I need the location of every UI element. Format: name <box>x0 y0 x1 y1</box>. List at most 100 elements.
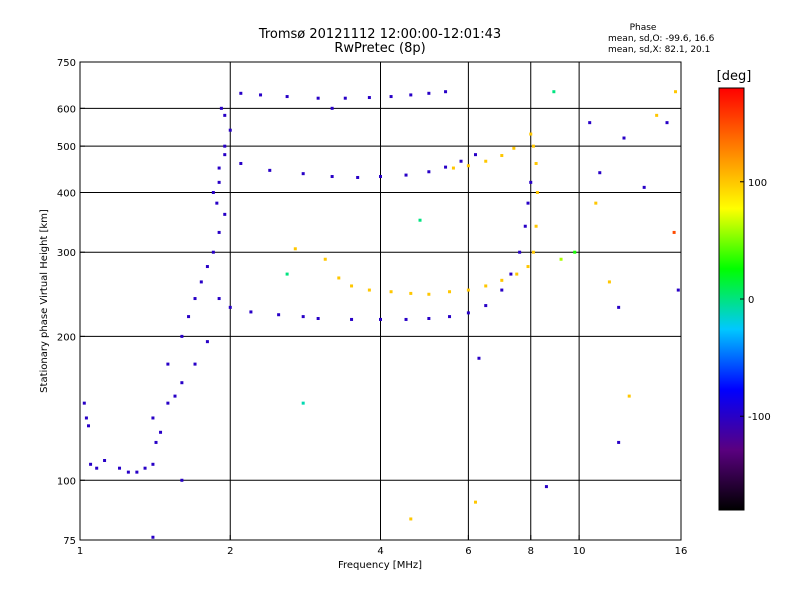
data-point <box>477 356 481 360</box>
data-point <box>404 317 408 321</box>
data-point <box>409 291 413 295</box>
data-point <box>193 297 197 301</box>
data-point <box>531 144 535 148</box>
data-point <box>500 278 504 282</box>
x-tick-label: 2 <box>227 546 233 557</box>
colorbar-unit-label: [deg] <box>716 69 752 84</box>
y-tick-label: 600 <box>57 104 76 115</box>
y-tick-label: 100 <box>57 476 76 487</box>
data-point <box>642 185 646 189</box>
data-point <box>180 381 184 385</box>
data-point <box>674 90 678 94</box>
data-point <box>95 466 99 470</box>
data-point <box>518 250 522 254</box>
data-point <box>529 180 533 184</box>
data-point <box>228 305 232 309</box>
y-tick-label: 400 <box>57 188 76 199</box>
colorbar-ticks: 100 0 -100 <box>740 178 771 423</box>
data-point <box>598 171 602 175</box>
data-point <box>448 290 452 294</box>
data-point <box>356 175 360 179</box>
data-point <box>427 316 431 320</box>
data-point <box>594 201 598 205</box>
data-point <box>559 257 563 261</box>
y-tick-label: 200 <box>57 332 76 343</box>
data-point <box>534 224 538 228</box>
data-point <box>151 535 155 539</box>
data-point <box>523 224 527 228</box>
data-point <box>607 280 611 284</box>
data-point <box>316 316 320 320</box>
data-point <box>473 500 477 504</box>
data-point <box>159 430 163 434</box>
data-point <box>409 517 413 521</box>
data-point <box>217 297 221 301</box>
data-point <box>166 401 170 405</box>
data-point <box>223 144 227 148</box>
y-axis-label: Stationary phase Virtual Height [km] <box>39 209 50 393</box>
phase-title: Phase <box>629 23 657 33</box>
data-point <box>151 416 155 420</box>
data-point <box>330 106 334 110</box>
data-point <box>427 292 431 296</box>
data-point <box>389 290 393 294</box>
phase-o-stats: mean, sd,O: -99.6, 16.6 <box>608 34 715 44</box>
data-point <box>301 315 305 319</box>
data-point <box>627 394 631 398</box>
data-point <box>484 159 488 163</box>
data-point <box>143 466 147 470</box>
data-point <box>89 462 93 466</box>
data-point <box>367 288 371 292</box>
x-tick-label: 1 <box>77 546 83 557</box>
data-point <box>215 201 219 205</box>
data-point <box>409 93 413 97</box>
data-point <box>126 470 130 474</box>
chart-title-line1: Tromsø 20121112 12:00:00-12:01:43 <box>258 27 502 42</box>
data-point <box>323 257 327 261</box>
data-point <box>389 95 393 99</box>
data-point <box>444 165 448 169</box>
data-point <box>180 478 184 482</box>
data-point <box>622 136 626 140</box>
y-tick-label: 750 <box>57 58 76 69</box>
data-point <box>534 161 538 165</box>
data-point <box>676 288 680 292</box>
data-point <box>343 96 347 100</box>
data-point <box>217 180 221 184</box>
data-point <box>187 315 191 319</box>
grid-lines <box>80 62 681 540</box>
data-point <box>529 132 533 136</box>
data-point <box>211 190 215 194</box>
data-point <box>500 288 504 292</box>
data-point <box>223 212 227 216</box>
data-point <box>277 313 281 317</box>
data-point <box>82 401 86 405</box>
data-point <box>451 166 455 170</box>
data-point <box>285 272 289 276</box>
data-point <box>350 317 354 321</box>
data-point <box>473 153 477 157</box>
y-axis-ticks: 75 100 200 300 400 500 600 750 <box>57 58 85 547</box>
data-point <box>404 173 408 177</box>
data-point <box>573 250 577 254</box>
colorbar-tick-label: 100 <box>748 178 767 189</box>
data-point <box>466 164 470 168</box>
data-point <box>500 154 504 158</box>
data-point <box>199 280 203 284</box>
y-tick-label: 75 <box>63 536 76 547</box>
data-point <box>180 334 184 338</box>
x-tick-label: 4 <box>377 546 383 557</box>
data-point <box>219 106 223 110</box>
data-point <box>301 401 305 405</box>
data-point <box>367 96 371 100</box>
data-point <box>526 265 530 269</box>
data-point <box>154 440 158 444</box>
data-point <box>544 485 548 489</box>
x-tick-label: 10 <box>573 546 586 557</box>
data-point <box>617 440 621 444</box>
phase-x-stats: mean, sd,X: 82.1, 20.1 <box>608 45 711 55</box>
data-point <box>211 250 215 254</box>
data-point <box>418 218 422 222</box>
data-point <box>151 462 155 466</box>
